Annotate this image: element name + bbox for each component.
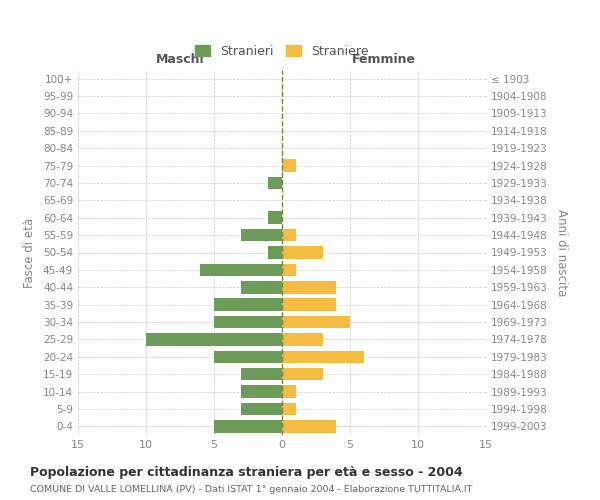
Bar <box>214 298 282 311</box>
Bar <box>214 350 282 363</box>
Legend: Stranieri, Straniere: Stranieri, Straniere <box>190 40 374 62</box>
Bar <box>282 160 296 172</box>
Bar <box>282 333 323 345</box>
Text: Popolazione per cittadinanza straniera per età e sesso - 2004: Popolazione per cittadinanza straniera p… <box>30 466 463 479</box>
Bar <box>268 246 282 259</box>
Bar <box>241 402 282 415</box>
Bar <box>282 264 296 276</box>
Bar <box>214 420 282 432</box>
Bar <box>200 264 282 276</box>
Y-axis label: Fasce di età: Fasce di età <box>23 218 36 288</box>
Bar <box>282 386 296 398</box>
Bar <box>268 176 282 189</box>
Y-axis label: Anni di nascita: Anni di nascita <box>556 209 568 296</box>
Bar <box>146 333 282 345</box>
Bar <box>282 350 364 363</box>
Bar <box>282 368 323 380</box>
Text: Maschi: Maschi <box>155 54 205 66</box>
Bar <box>282 402 296 415</box>
Bar <box>241 281 282 293</box>
Bar <box>241 386 282 398</box>
Bar <box>241 368 282 380</box>
Bar <box>268 212 282 224</box>
Bar <box>214 316 282 328</box>
Bar <box>282 420 337 432</box>
Text: COMUNE DI VALLE LOMELLINA (PV) - Dati ISTAT 1° gennaio 2004 - Elaborazione TUTTI: COMUNE DI VALLE LOMELLINA (PV) - Dati IS… <box>30 485 472 494</box>
Bar <box>241 229 282 241</box>
Bar <box>282 281 337 293</box>
Bar <box>282 246 323 259</box>
Bar <box>282 298 337 311</box>
Bar <box>282 316 350 328</box>
Text: Femmine: Femmine <box>352 54 416 66</box>
Bar <box>282 229 296 241</box>
